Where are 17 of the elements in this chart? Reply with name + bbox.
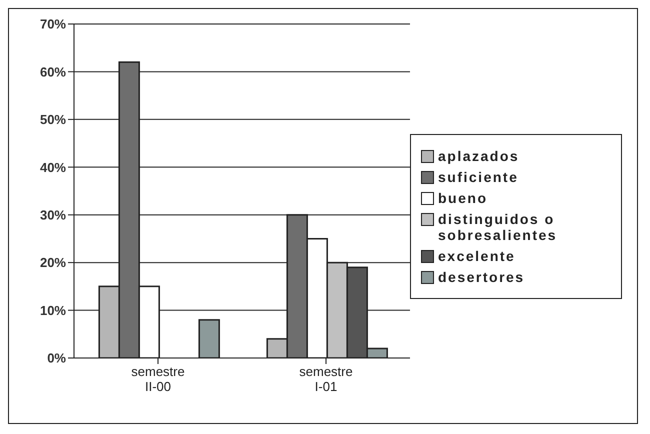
y-tick-label: 50% [40, 112, 66, 128]
legend-label: aplazados [438, 148, 520, 164]
y-tick-label: 30% [40, 207, 66, 222]
y-tick-label: 70% [40, 16, 66, 32]
legend-label: suficiente [438, 168, 518, 184]
x-tick-label: semestre II-00 [131, 364, 185, 394]
y-tick-label: 20% [40, 255, 66, 270]
y-tick-label: 40% [40, 160, 66, 175]
y-tick-label: 0% [47, 350, 66, 366]
legend-label: distinguidos o sobresalientes [438, 210, 558, 242]
x-tick-label: semestre I-01 [299, 364, 353, 394]
legend-label: excelente [438, 248, 516, 264]
y-tick-label: 60% [40, 64, 66, 80]
legend-label: desertores [438, 268, 525, 284]
legend-label: bueno [438, 190, 488, 206]
bar [198, 319, 220, 358]
y-tick-label: 10% [40, 302, 66, 318]
